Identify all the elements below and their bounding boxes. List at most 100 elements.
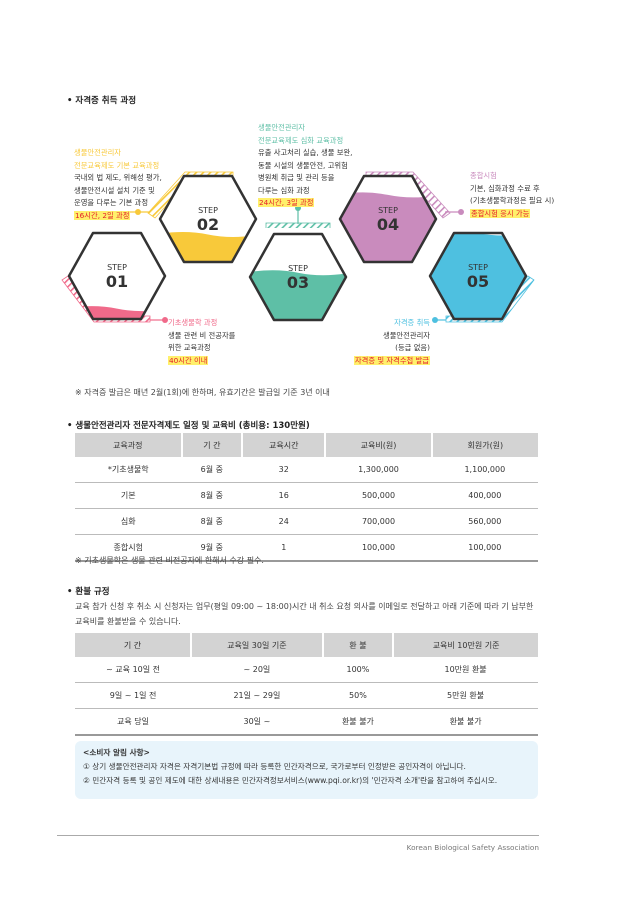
label-line: 운영을 다루는 기본 과정	[74, 198, 149, 207]
table-cell: 100%	[322, 657, 394, 683]
table-row: ~ 교육 10일 전 ~ 20일 100% 10만원 환불	[75, 657, 538, 683]
table-cell: 환불 불가	[393, 708, 538, 736]
table-row: 교육 당일 30일 ~ 환불 불가 환불 불가	[75, 708, 538, 736]
table-cell: 심화	[75, 508, 182, 535]
label-line: 기본, 심화과정 수료 후	[470, 183, 540, 193]
step-label: STEP	[198, 206, 218, 215]
certificate-note: ※ 자격증 발급은 매년 2월(1회)에 한하며, 유효기간은 발급일 기준 3…	[75, 388, 330, 397]
label-highlight: 종합시험 응시 가능	[470, 208, 531, 218]
table-cell: 종합시험	[75, 534, 182, 562]
label-highlight: 16시간, 2일 과정	[74, 210, 131, 220]
label-highlight: 24시간, 3일 과정	[258, 198, 315, 207]
column-header: 교육비(원)	[324, 433, 432, 457]
label-line: 위한 교육과정	[168, 343, 211, 352]
step-label: STEP	[288, 264, 308, 273]
label-line: 병원체 취급 및 관리 등을	[258, 173, 335, 182]
notice-line-1: ① 상기 생물안전관리자 자격은 자격기본법 규정에 따라 등록한 민간자격으로…	[83, 762, 466, 771]
table-row: 심화 8월 중 24 700,000 560,000	[75, 508, 538, 535]
notice-title: <소비자 알림 사항>	[83, 748, 150, 757]
step-03-fill	[250, 270, 346, 320]
label-highlight: 자격증 및 자격수첩 발급	[353, 355, 430, 365]
step-05-fill	[430, 233, 526, 319]
table-cell: 1,100,000	[431, 457, 538, 483]
step-number: 01	[106, 272, 128, 291]
column-header: 교육과정	[75, 433, 182, 457]
step-01-description: 기초생물학 과정 생물 관련 비 전공자를 위한 교육과정 40시간 이내	[168, 317, 235, 367]
step-number: 04	[377, 215, 399, 234]
label-subtitle: 전문교육제도 기본 교육과정	[74, 160, 160, 170]
label-title: 자격증 취득	[394, 318, 430, 327]
table-cell: 100,000	[325, 534, 432, 562]
table-cell: 400,000	[431, 482, 538, 509]
notice-line-2: ② 민간자격 등록 및 공인 제도에 대한 상세내용은 민간자격정보서비스(ww…	[83, 776, 498, 785]
step-label: STEP	[468, 263, 488, 272]
section-title-process: • 자격증 취득 과정	[67, 96, 137, 106]
label-line: 동물 시설의 생물안전, 고위험	[258, 160, 348, 170]
schedule-table: 교육과정 기 간 교육시간 교육비(원) 회원가(원) *기초생물학 6월 중 32 1,300…	[75, 433, 538, 562]
table-cell: 8월 중	[181, 508, 243, 535]
table-cell: *기초생물학	[75, 457, 182, 483]
table-cell: 1	[242, 534, 326, 562]
label-line: 다루는 심화 과정	[258, 185, 310, 195]
table-cell: 8월 중	[181, 482, 243, 509]
table-cell: 환불 불가	[322, 708, 394, 736]
label-title: 종합시험	[470, 171, 497, 180]
column-header: 교육비 10만원 기준	[392, 633, 538, 657]
table-cell: 5만원 환불	[393, 682, 538, 709]
label-line: 생물안전관리자	[383, 330, 430, 340]
step-label: STEP	[378, 206, 398, 215]
table-cell: 6월 중	[181, 457, 243, 483]
table-row: *기초생물학 6월 중 32 1,300,000 1,100,000	[75, 457, 538, 483]
table-cell: 32	[242, 457, 326, 483]
schedule-note: ※ 기초생물학은 생물 관련 비전공자에 한해서 수강 필수.	[75, 556, 264, 565]
footer-divider	[57, 835, 539, 836]
step-number: 03	[287, 273, 309, 292]
column-header: 교육일 30일 기준	[190, 633, 323, 657]
step-04-description: 종합시험 기본, 심화과정 수료 후 (기초생물학과정은 필요 시) 종합시험 응시 …	[470, 170, 554, 220]
table-cell: 16	[242, 482, 326, 509]
refund-desc-1: 교육 참가 신청 후 취소 시 신청자는 업무(평일 09:00 ~ 18:00…	[75, 602, 534, 611]
step-02-description: 생물안전관리자 전문교육제도 기본 교육과정 국내외 법 제도, 위해성 평가, 생물…	[74, 147, 162, 222]
refund-table: 기 간 교육일 30일 기준 환 불 교육비 10만원 기준 ~ 교육 10일 전 ~ 2…	[75, 633, 538, 736]
label-title: 기초생물학 과정	[168, 318, 218, 327]
step-number: 02	[197, 215, 219, 234]
column-header: 환 불	[321, 633, 394, 657]
table-cell: 24	[242, 508, 326, 535]
table-cell: ~ 20일	[191, 657, 323, 683]
table-cell: 10만원 환불	[393, 657, 538, 683]
table-row: 9일 ~ 1일 전 21일 ~ 29일 50% 5만원 환불	[75, 682, 538, 709]
table-cell: 21일 ~ 29일	[191, 682, 323, 709]
column-header: 기 간	[75, 633, 192, 657]
section-title-refund: • 환불 규정	[67, 587, 110, 597]
table-cell: 9일 ~ 1일 전	[75, 682, 192, 709]
section-title-schedule: • 생물안전관리자 전문자격제도 일정 및 교육비 (총비용: 130만원)	[67, 421, 310, 431]
table-cell: 700,000	[325, 508, 432, 535]
refund-desc-2: 교육비를 환불받을 수 있습니다.	[75, 617, 181, 626]
step-03-description: 생물안전관리자 전문교육제도 심화 교육과정 유출 사고처리 실습, 생물 보완, 동…	[258, 122, 352, 210]
label-line: (등급 없음)	[395, 343, 430, 352]
table-row: 기본 8월 중 16 500,000 400,000	[75, 482, 538, 509]
step-number: 05	[467, 272, 489, 291]
table-cell: 기본	[75, 482, 182, 509]
table-cell: 9월 중	[181, 534, 243, 562]
label-title: 생물안전관리자	[74, 148, 121, 157]
consumer-notice: <소비자 알림 사항> ① 상기 생물안전관리자 자격은 자격기본법 규정에 따…	[75, 741, 538, 799]
step-04-fill	[340, 192, 436, 262]
label-line: 국내외 법 제도, 위해성 평가,	[74, 173, 162, 182]
table-cell: 50%	[322, 682, 394, 709]
table-cell: 30일 ~	[191, 708, 323, 736]
table-cell: 100,000	[431, 534, 538, 562]
table-cell: 500,000	[325, 482, 432, 509]
label-line: 생물 관련 비 전공자를	[168, 330, 236, 340]
table-cell: ~ 교육 10일 전	[75, 657, 192, 683]
column-header: 기 간	[180, 433, 243, 457]
table-row: 종합시험 9월 중 1 100,000 100,000	[75, 534, 538, 562]
label-line: 유출 사고처리 실습, 생물 보완,	[258, 148, 353, 157]
